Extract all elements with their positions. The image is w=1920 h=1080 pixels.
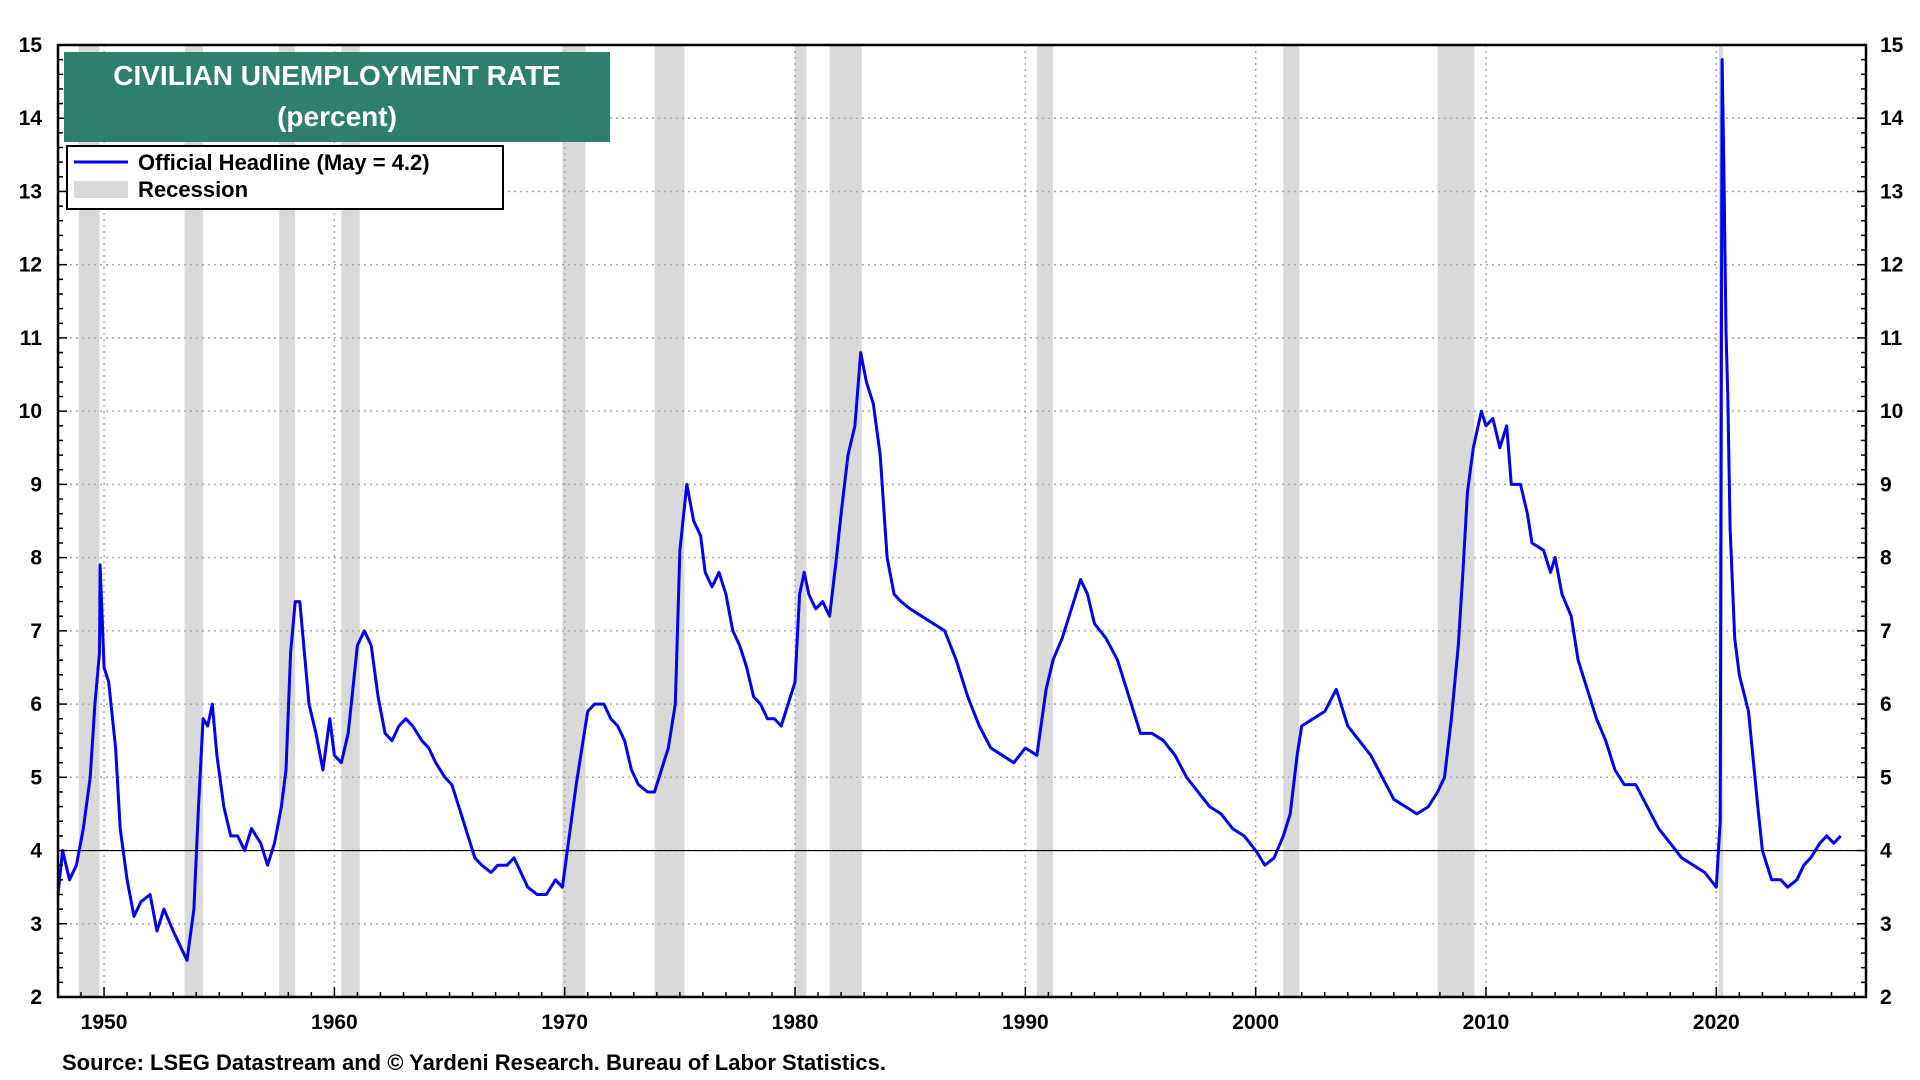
- y-tick-label-left: 14: [19, 107, 43, 130]
- y-tick-label-right: 15: [1880, 34, 1904, 57]
- recession-band-2: [279, 45, 296, 997]
- legend-swatch-recession: [74, 181, 128, 198]
- y-tick-label-right: 8: [1880, 547, 1892, 570]
- series-layer: [56, 58, 1842, 962]
- legend-label-headline: Official Headline (May = 4.2): [138, 150, 430, 175]
- y-tick-label-right: 6: [1880, 693, 1892, 716]
- y-tick-label-right: 4: [1880, 840, 1892, 863]
- recession-band-3: [341, 45, 360, 997]
- recession-band-10: [1437, 45, 1475, 997]
- legend: Official Headline (May = 4.2) Recession: [66, 145, 504, 210]
- y-tick-label-left: 2: [30, 986, 42, 1009]
- y-tick-label-right: 12: [1880, 254, 1903, 277]
- recession-band-7: [829, 45, 862, 997]
- y-tick-label-left: 9: [30, 473, 42, 496]
- y-tick-label-left: 3: [30, 913, 42, 936]
- legend-box: [66, 145, 504, 210]
- x-tick-label: 1980: [772, 1011, 819, 1034]
- chart-title-box: CIVILIAN UNEMPLOYMENT RATE (percent): [64, 52, 610, 142]
- y-tick-label-left: 5: [30, 766, 42, 789]
- y-tick-label-right: 10: [1880, 400, 1903, 423]
- y-tick-label-left: 12: [19, 254, 42, 277]
- y-tick-label-right: 7: [1880, 620, 1892, 643]
- x-tick-label: 1990: [1002, 1011, 1049, 1034]
- y-tick-label-left: 13: [19, 180, 42, 203]
- y-tick-label-left: 10: [19, 400, 42, 423]
- y-tick-label-right: 9: [1880, 473, 1892, 496]
- axis-ticks: [57, 44, 1866, 998]
- recession-band-1: [184, 45, 204, 997]
- y-tick-label-right: 11: [1880, 327, 1903, 350]
- y-tick-label-left: 15: [19, 34, 43, 57]
- gridlines: [58, 45, 1866, 997]
- x-tick-label: 1950: [81, 1011, 128, 1034]
- x-tick-label: 1960: [311, 1011, 358, 1034]
- plot-frame: [56, 43, 1868, 999]
- y-tick-label-left: 6: [30, 693, 42, 716]
- x-tick-label: 2020: [1693, 1011, 1740, 1034]
- y-tick-label-right: 2: [1880, 986, 1892, 1009]
- y-tick-label-left: 4: [30, 840, 42, 863]
- y-tick-label-left: 11: [20, 327, 43, 350]
- recession-band-5: [654, 45, 685, 997]
- recession-band-6: [795, 45, 807, 997]
- chart-subtitle: (percent): [277, 101, 397, 132]
- series-line-headline: [56, 58, 1842, 962]
- legend-label-recession: Recession: [138, 177, 248, 202]
- y-tick-label-right: 14: [1880, 107, 1904, 130]
- source-note: Source: LSEG Datastream and © Yardeni Re…: [62, 1050, 886, 1075]
- y-tick-label-right: 3: [1880, 913, 1892, 936]
- recession-band-8: [1036, 45, 1053, 997]
- tick-labels: 2 2 3 3 4 4 5 5 6 6 7 7 8 8 9 9 10 10 11 11 12 12 13 13 14 14 15 15…: [19, 34, 1904, 1034]
- y-tick-label-left: 7: [30, 620, 42, 643]
- y-tick-label-right: 13: [1880, 180, 1903, 203]
- title-background: [64, 52, 610, 142]
- recession-band-9: [1283, 45, 1300, 997]
- y-tick-label-left: 8: [30, 547, 42, 570]
- recession-band-0: [78, 45, 100, 997]
- chart-title: CIVILIAN UNEMPLOYMENT RATE: [113, 60, 560, 91]
- x-tick-label: 2010: [1463, 1011, 1510, 1034]
- y-tick-label-right: 5: [1880, 766, 1892, 789]
- x-tick-label: 2000: [1232, 1011, 1279, 1034]
- x-tick-label: 1970: [541, 1011, 588, 1034]
